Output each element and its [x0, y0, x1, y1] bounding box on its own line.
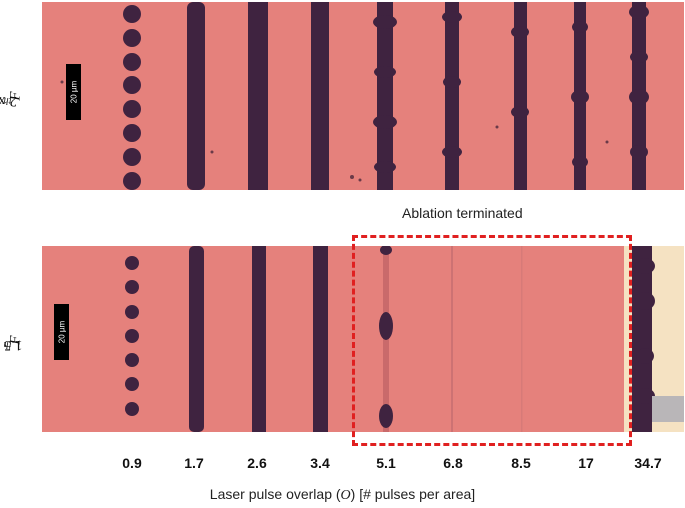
tick-label-3.4: 3.4	[310, 455, 330, 471]
micrograph-1.5x-fth: 20 µm	[42, 246, 684, 432]
micrograph-2x-fth: 20 µm	[42, 2, 684, 190]
track-8.5	[514, 2, 527, 190]
tick-label-2.6: 2.6	[247, 455, 267, 471]
track-2.6-bottom	[252, 246, 266, 432]
tick-label-17: 17	[578, 455, 594, 471]
track-0.9	[123, 5, 141, 190]
track-2.6	[248, 2, 268, 190]
track-3.4	[311, 2, 329, 190]
track-5.1-bottom	[379, 246, 393, 432]
track-5.1	[377, 2, 393, 190]
track-1.7	[187, 2, 205, 190]
ablation-terminated-label: Ablation terminated	[402, 205, 523, 221]
scale-bar: 20 µm	[66, 64, 81, 120]
micrograph-1.5x-fth-image	[125, 246, 684, 432]
x-axis-title: Laser pulse overlap (O) [# pulses per ar…	[209, 486, 476, 503]
track-6.8-bottom	[451, 246, 453, 432]
track-0.9-bottom	[125, 256, 139, 416]
tick-label-8.5: 8.5	[511, 455, 531, 471]
track-3.4-bottom	[313, 246, 328, 432]
tick-label-0.9: 0.9	[122, 455, 142, 471]
track-8.5-bottom	[521, 246, 523, 432]
tick-label-34.7: 34.7	[634, 455, 662, 471]
track-1.7-bottom	[189, 246, 204, 432]
tick-label-6.8: 6.8	[443, 455, 463, 471]
micrograph-2x-fth-image	[60, 2, 649, 190]
track-34.7-bottom	[632, 246, 652, 432]
tick-label-5.1: 5.1	[376, 455, 396, 471]
scale-bar-bottom: 20 µm	[54, 304, 69, 360]
track-6.8	[445, 2, 459, 190]
tick-label-1.7: 1.7	[184, 455, 204, 471]
